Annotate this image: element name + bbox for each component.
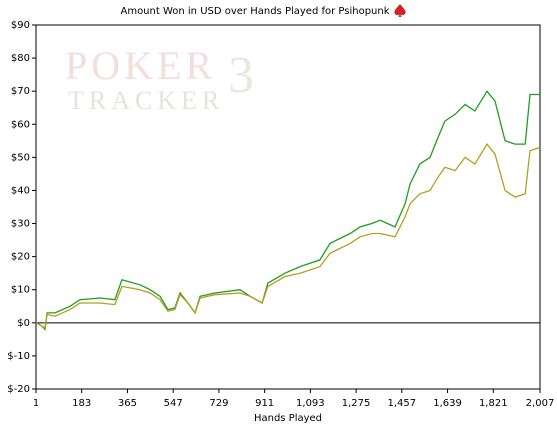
x-tick-label: 1,275 [342,398,371,409]
x-tick-label: 1,821 [479,398,508,409]
x-tick-label: 1,639 [433,398,462,409]
y-tick-label: $60 [11,119,30,130]
watermark: 3 [228,47,258,104]
y-tick-label: $-10 [7,351,30,362]
x-tick-label: 911 [255,398,274,409]
y-tick-label: $90 [11,20,30,31]
y-tick-label: $30 [11,219,30,230]
x-tick-label: 729 [209,398,228,409]
y-tick-label: $-20 [7,384,30,395]
series-line [35,142,541,329]
spade-icon [394,4,406,17]
y-tick-label: $0 [17,318,30,329]
watermark: POKER [65,43,216,88]
x-tick-label: 2,007 [526,398,555,409]
watermark: TRACKER [68,86,224,115]
y-tick-label: $40 [11,185,30,196]
x-axis-label: Hands Played [254,413,322,424]
y-tick-label: $70 [11,86,30,97]
x-tick-label: 365 [118,398,137,409]
y-tick-label: $20 [11,252,30,263]
x-tick-label: 1 [33,398,39,409]
plot-area [35,24,541,390]
y-tick-label: $50 [11,152,30,163]
x-tick-label: 1,093 [296,398,325,409]
y-tick-label: $10 [11,285,30,296]
x-tick-label: 1,457 [387,398,416,409]
y-tick-label: $80 [11,53,30,64]
series-line [35,90,540,331]
chart-title: Amount Won in USD over Hands Played for … [120,6,389,17]
x-tick-label: 547 [164,398,183,409]
x-tick-label: 183 [72,398,91,409]
